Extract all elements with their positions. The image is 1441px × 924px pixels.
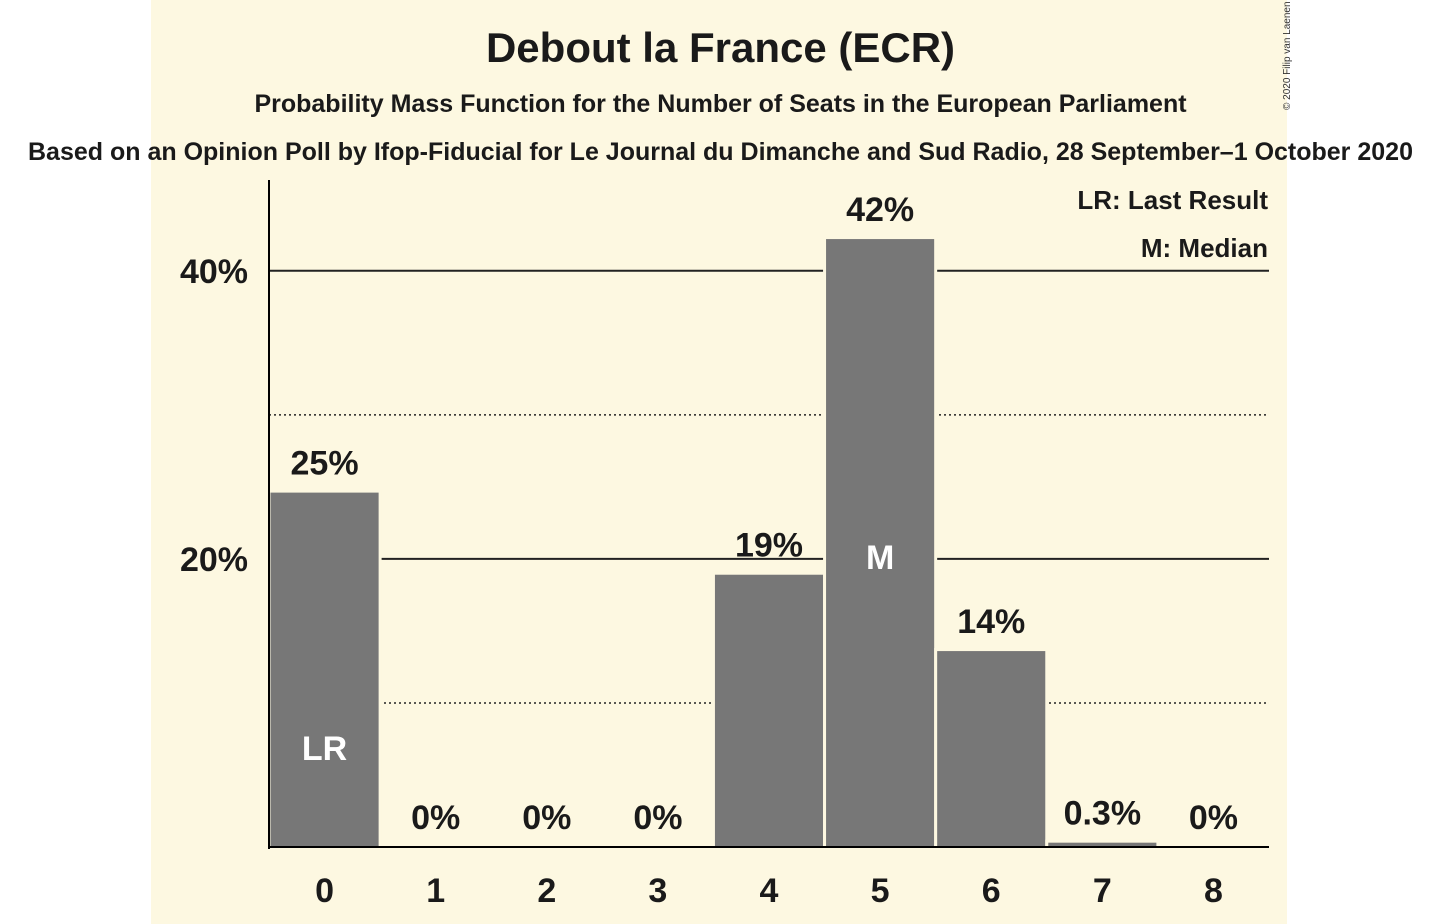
bar-value-label: 19%: [735, 527, 803, 565]
chart-source: Based on an Opinion Poll by Ifop-Fiducia…: [28, 138, 1413, 166]
legend-entry: LR: Last Result: [1077, 185, 1268, 215]
x-tick-label: 2: [537, 872, 556, 910]
chart-subtitle: Probability Mass Function for the Number…: [254, 90, 1187, 118]
bar: [270, 492, 379, 847]
y-tick-label: 20%: [180, 541, 248, 579]
bar-value-label: 25%: [291, 445, 359, 483]
x-tick-label: 6: [982, 872, 1001, 910]
bar: [937, 651, 1046, 847]
x-tick-label: 4: [760, 872, 779, 910]
bar-value-label: 0%: [633, 799, 682, 837]
bar: [826, 239, 935, 847]
bar: [1048, 842, 1157, 847]
y-tick-label: 40%: [180, 253, 248, 291]
bar-value-label: 14%: [957, 603, 1025, 641]
bar-value-label: 0%: [411, 799, 460, 837]
bar-value-label: 0%: [522, 799, 571, 837]
bar-value-label: 42%: [846, 191, 914, 229]
x-tick-label: 3: [648, 872, 667, 910]
x-tick-label: 0: [315, 872, 334, 910]
x-tick-label: 5: [871, 872, 890, 910]
bar-marker-label: M: [866, 539, 894, 577]
x-tick-label: 7: [1093, 872, 1112, 910]
x-tick-label: 1: [426, 872, 445, 910]
bar-value-label: 0.3%: [1064, 795, 1142, 833]
x-tick-label: 8: [1204, 872, 1223, 910]
bar-value-label: 0%: [1189, 799, 1238, 837]
bar: [714, 574, 824, 847]
chart-title: Debout la France (ECR): [485, 24, 956, 71]
legend-entry: M: Median: [1141, 233, 1268, 263]
bar-marker-label: LR: [302, 730, 347, 768]
